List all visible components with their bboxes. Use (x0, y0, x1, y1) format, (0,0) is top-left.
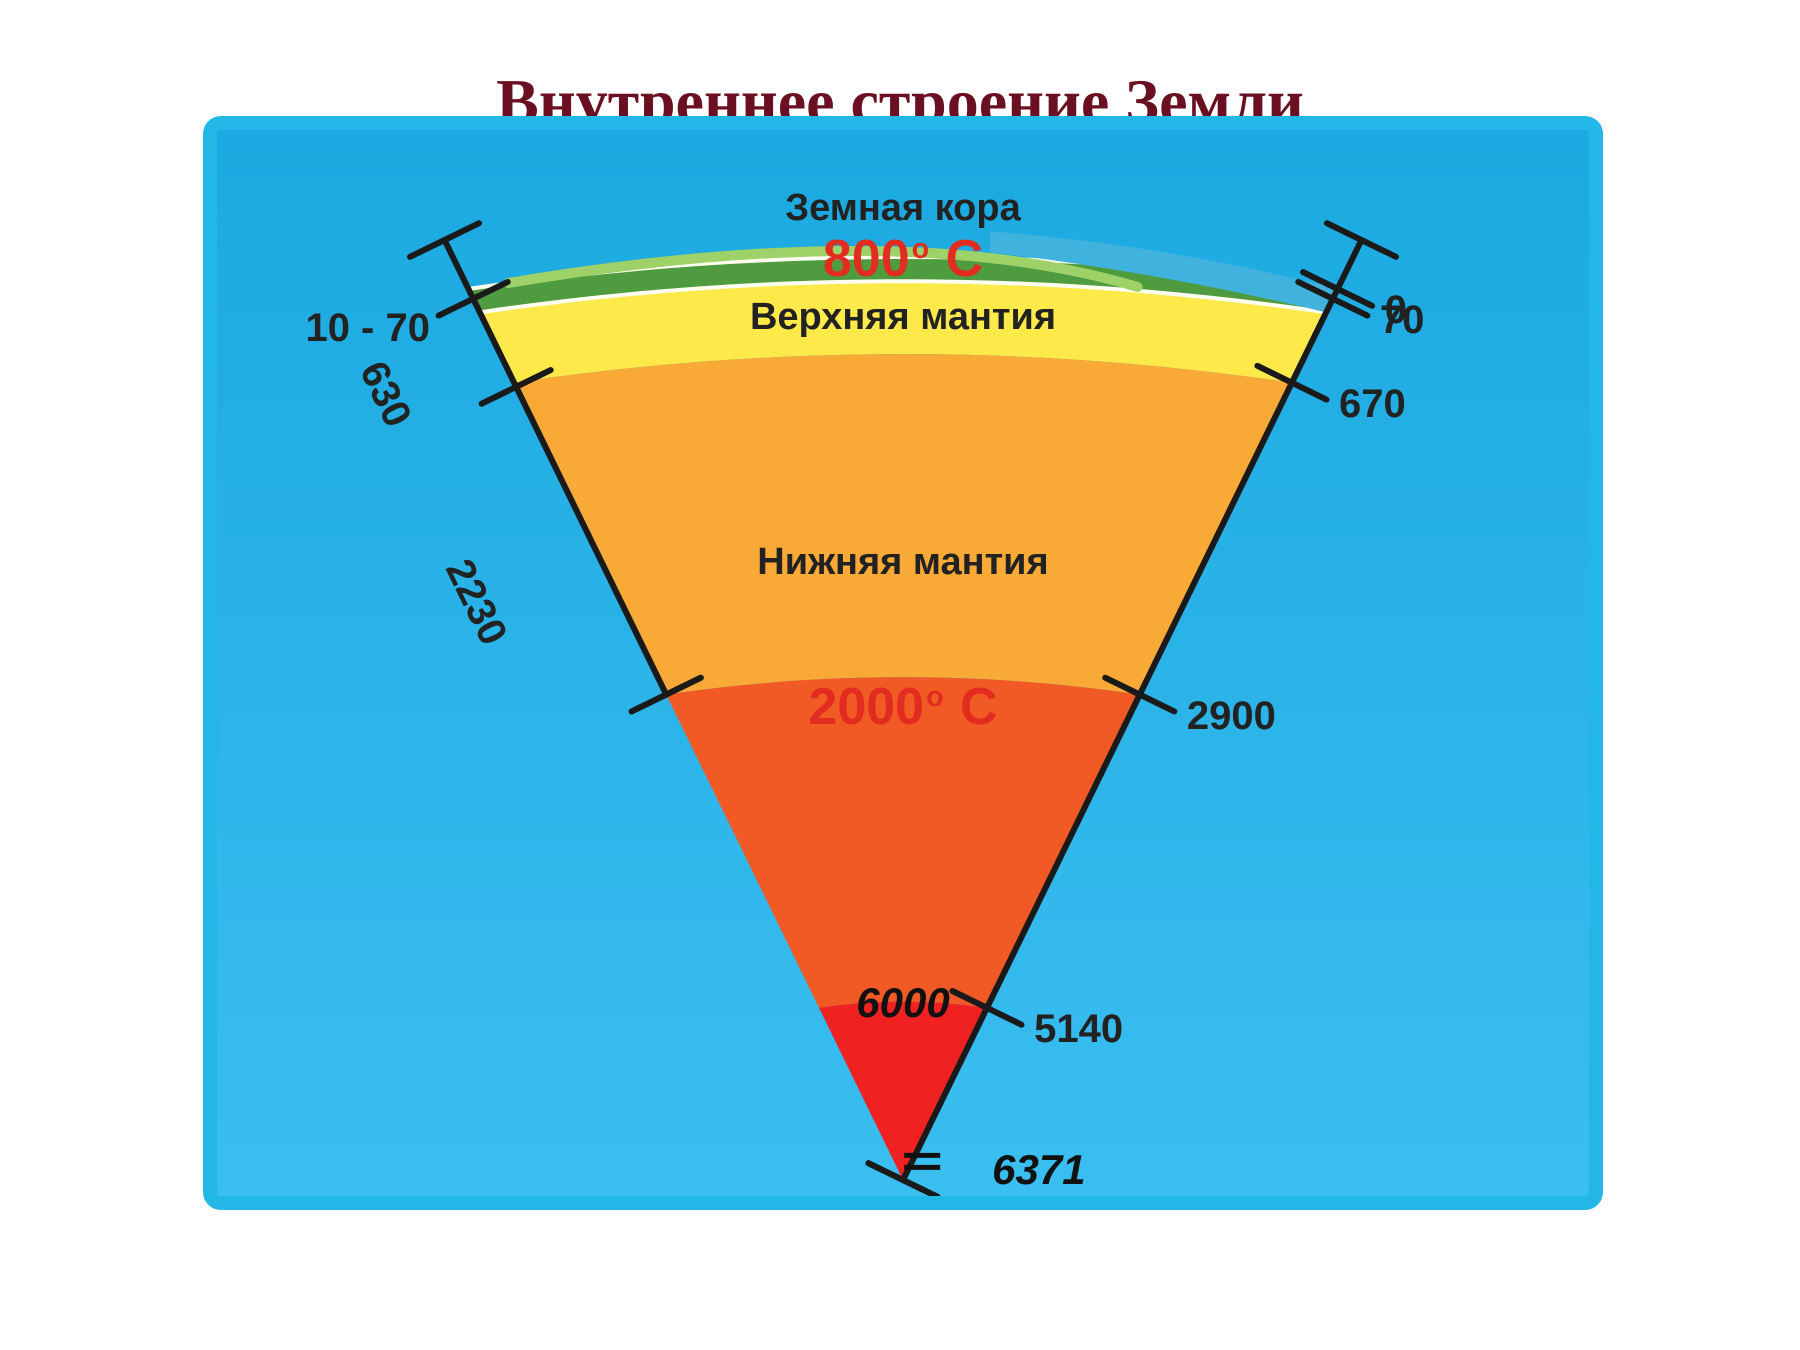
label-lower_label: Нижняя мантия (757, 541, 1048, 584)
depth-right-2900: 2900 (1187, 694, 1276, 739)
label-crust_label: Земная кора (785, 187, 1020, 230)
layer-lower_mantle (514, 354, 1292, 695)
temp-t800: 800o C (823, 229, 983, 289)
temp-t2000: 2000o C (808, 677, 997, 737)
axis-right-end (1327, 223, 1396, 257)
depth-right-70: 70 (1380, 298, 1425, 343)
page: Внутреннее строение Земли 07067029005140… (0, 0, 1800, 1350)
depth-right-670: 670 (1339, 382, 1406, 427)
num-n6371: 6371 (992, 1146, 1085, 1194)
depth-right-5140: 5140 (1034, 1007, 1123, 1052)
num-n6000: 6000 (856, 979, 949, 1027)
depth-left-10 - 70: 10 - 70 (305, 306, 430, 351)
layer-inner_core (819, 1002, 987, 1180)
diagram-panel: 0706702900514010 - 706302230Земная кораВ… (203, 116, 1603, 1210)
label-upper_label: Верхняя мантия (750, 296, 1056, 339)
earth-wedge-svg (217, 130, 1589, 1196)
axis-left-end (410, 223, 479, 257)
